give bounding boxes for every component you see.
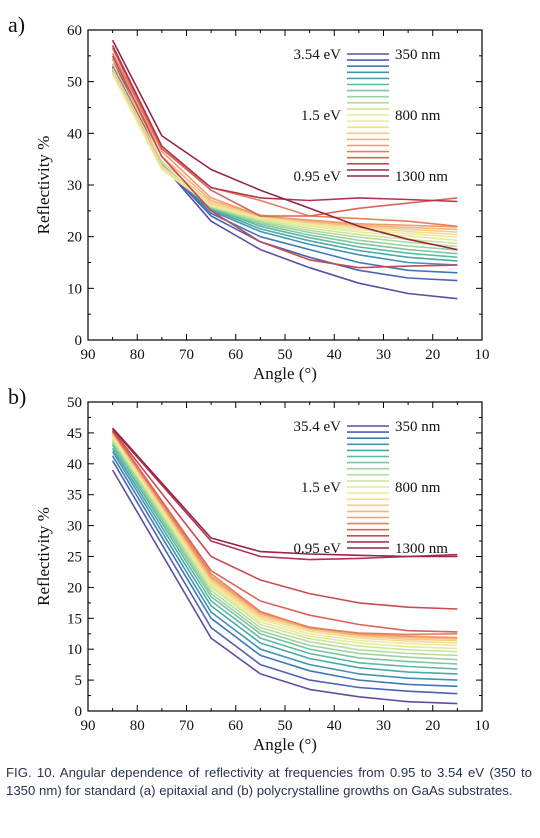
panel-b-series-line-1 (111, 469, 458, 705)
panel-b-legend-energy-label: 35.4 eV (294, 419, 342, 435)
panel-a-y-tick-label: 0 (75, 333, 83, 349)
panel-b-x-tick-label: 70 (179, 718, 194, 734)
panel-b-series-line-6 (111, 444, 458, 670)
panel-b-y-tick-label: 5 (75, 673, 83, 689)
panel-b-x-tick-label: 30 (376, 718, 391, 734)
panel-b-y-tick-label: 20 (67, 580, 82, 596)
panel-b-y-tick-label: 45 (67, 426, 82, 442)
panel-b-x-tick-label: 40 (327, 718, 342, 734)
panel-b-x-tick-label: 20 (425, 718, 440, 734)
panel-a-y-tick-label: 60 (67, 23, 82, 39)
panel-b-series-line-7 (111, 442, 458, 665)
panel-b-series-line-9 (111, 439, 458, 657)
panel-b-chart: b) 0 5 10 15 20 25 30 35 40 45 50 90 80 70 60 50 40 30 20 10… (8, 384, 490, 754)
panel-b-y-tick-label: 35 (67, 488, 82, 504)
panel-a-x-tick-label: 90 (81, 347, 96, 363)
panel-a-series-line-17 (111, 52, 458, 228)
panel-b-series-line-19 (111, 429, 458, 610)
panel-b-y-tick-label: 25 (67, 550, 82, 566)
panel-b-series-line-17 (111, 431, 458, 636)
panel-b-series-line-3 (111, 455, 458, 688)
panel-b-legend-wavelength-label: 800 nm (395, 480, 441, 496)
panel-a-series-line-16 (111, 58, 458, 228)
panel-a-series-line-14 (111, 68, 458, 233)
panel-b-y-tick-label: 40 (67, 457, 82, 473)
figure-caption: FIG. 10. Angular dependence of reflectiv… (6, 765, 532, 798)
panel-a-legend-energy-label: 1.5 eV (301, 108, 341, 124)
panel-a-legend-wavelength-label: 1300 nm (395, 169, 448, 185)
panel-b-legend-wavelength-label: 350 nm (395, 419, 441, 435)
panel-a-x-tick-label: 10 (475, 347, 490, 363)
panel-a-series-line-21 (111, 39, 458, 251)
panel-b-series-line-18 (111, 430, 458, 633)
panel-b-label: b) (8, 384, 26, 409)
panel-b-y-axis-label: Reflectivity % (34, 507, 53, 606)
panel-b-series-line-13 (111, 434, 458, 644)
panel-b-series-line-5 (111, 447, 458, 675)
panel-a-series-line-10 (111, 73, 458, 245)
panel-a-legend-wavelength-label: 800 nm (395, 108, 441, 124)
panel-b-x-tick-label: 80 (130, 718, 145, 734)
panel-b-legend-energy-label: 1.5 eV (301, 480, 341, 496)
panel-b-series-line-10 (111, 438, 458, 653)
panel-a-series-line-18 (111, 47, 458, 217)
panel-a-series-line-12 (111, 73, 458, 238)
panel-a-legend-energy-label: 3.54 eV (294, 47, 342, 63)
panel-a-y-tick-label: 20 (67, 230, 82, 246)
panel-b-legend: 35.4 eV 1.5 eV 0.95 eV 350 nm 800 nm 1300 nm (294, 419, 449, 557)
panel-a-x-axis-label: Angle (°) (253, 364, 317, 383)
panel-b-series-line-14 (111, 433, 458, 642)
panel-b-x-tick-label: 50 (278, 718, 293, 734)
panel-a-x-tick-label: 20 (425, 347, 440, 363)
panel-b-series-line-8 (111, 441, 458, 661)
panel-b-legend-energy-label: 0.95 eV (294, 541, 342, 557)
panel-a-x-tick-label: 80 (130, 347, 145, 363)
panel-a-x-tick-label: 60 (228, 347, 243, 363)
panel-b-legend-wavelength-label: 1300 nm (395, 541, 448, 557)
panel-b-y-tick-label: 15 (67, 611, 82, 627)
panel-b-series-line-4 (111, 450, 458, 681)
panel-a-y-tick-label: 50 (67, 75, 82, 91)
panel-a-x-tick-label: 40 (327, 347, 342, 363)
panel-a-legend-energy-label: 0.95 eV (294, 169, 342, 185)
panel-a-x-tick-label: 30 (376, 347, 391, 363)
panel-b-y-tick-label: 30 (67, 519, 82, 535)
panel-a-series-line-15 (111, 63, 458, 231)
panel-b-y-tick-label: 50 (67, 395, 82, 411)
panel-b-series-line-11 (111, 436, 458, 650)
panel-a-y-tick-label: 30 (67, 178, 82, 194)
panel-a-legend: 3.54 eV 1.5 eV 0.95 eV 350 nm 800 nm 1300 nm (294, 47, 449, 185)
panel-b-series-line-2 (111, 460, 458, 695)
panel-a-legend-wavelength-label: 350 nm (395, 47, 441, 63)
panel-b-y-tick-label: 10 (67, 642, 82, 658)
panel-b-series-line-21 (112, 427, 458, 558)
panel-b-x-tick-label: 90 (81, 718, 96, 734)
panel-a-plot-frame (87, 29, 483, 341)
panel-a-x-tick-label: 50 (278, 347, 293, 363)
panel-a-y-tick-label: 40 (67, 126, 82, 142)
panel-a-chart: a) 0 10 20 30 40 50 60 90 80 70 60 50 40 30 20 10 Angle (… (8, 12, 490, 383)
panel-a-series-line-19 (111, 55, 458, 269)
panel-a-y-tick-label: 10 (67, 281, 82, 297)
panel-a-label: a) (8, 12, 25, 37)
panel-b-y-tick-label: 0 (75, 704, 83, 720)
panel-b-series-line-12 (111, 435, 458, 647)
panel-b-x-tick-label: 10 (475, 718, 490, 734)
panel-a-y-axis-label: Reflectivity % (34, 136, 53, 235)
panel-b-x-axis-label: Angle (°) (253, 735, 317, 754)
panel-b-x-tick-label: 60 (228, 718, 243, 734)
panel-a-x-tick-label: 70 (179, 347, 194, 363)
